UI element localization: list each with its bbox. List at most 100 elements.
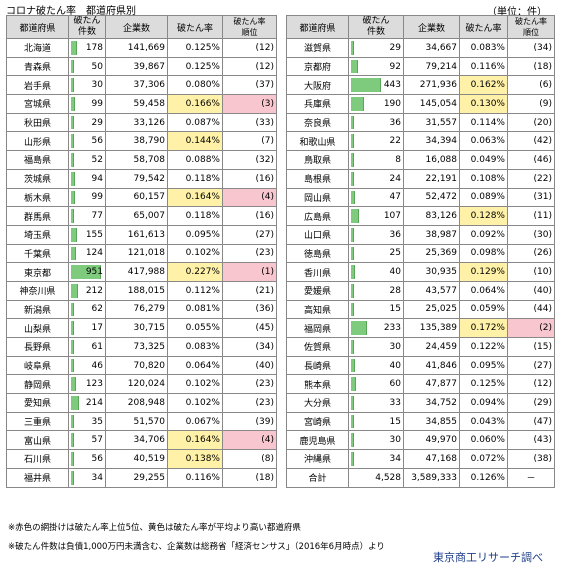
rank-cell: (11) [507, 206, 555, 226]
pref-cell: 高知県 [286, 299, 349, 320]
rate-cell: 0.072% [459, 449, 508, 469]
count-bar [71, 59, 74, 74]
pref-cell: 福岡県 [286, 318, 349, 338]
count-bar [351, 41, 354, 55]
total-rank: － [507, 467, 555, 488]
rank-cell: (38) [507, 449, 555, 469]
table-row: 新潟県 62 76,279 0.081% (36) [6, 299, 277, 320]
count-bar [71, 153, 74, 167]
count-bar [351, 227, 354, 242]
count-value: 29 [389, 42, 401, 53]
table-row: 滋賀県 29 34,667 0.083% (34) [286, 38, 555, 58]
count-cell: 92 [348, 56, 404, 77]
count-cell: 30 [348, 337, 404, 357]
count-bar [351, 97, 364, 111]
table-row: 石川県 56 40,519 0.138% (8) [6, 449, 277, 469]
rate-cell: 0.125% [167, 38, 223, 58]
rate-cell: 0.049% [459, 150, 508, 170]
rate-cell: 0.129% [459, 262, 508, 282]
count-cell: 57 [68, 430, 106, 451]
count-cell: 155 [68, 224, 106, 245]
rank-cell: (46) [507, 150, 555, 170]
count-bar [351, 302, 354, 317]
header-companies: 企業数 [105, 15, 168, 39]
rank-cell: (29) [507, 393, 555, 413]
rate-cell: 0.118% [167, 206, 223, 226]
total-companies: 3,589,333 [403, 467, 460, 488]
companies-cell: 40,519 [105, 449, 168, 469]
rank-cell: (9) [507, 94, 555, 114]
table-row: 静岡県 123 120,024 0.102% (23) [6, 374, 277, 395]
pref-cell: 熊本県 [286, 374, 349, 395]
count-cell: 34 [348, 449, 404, 469]
rate-cell: 0.089% [459, 187, 508, 208]
rate-cell: 0.102% [167, 393, 223, 413]
table-row: 埼玉県 155 161,613 0.095% (27) [6, 224, 277, 245]
count-cell: 124 [68, 243, 106, 264]
count-cell: 61 [68, 337, 106, 357]
rate-cell: 0.064% [167, 355, 223, 376]
count-value: 107 [383, 211, 401, 222]
count-cell: 52 [68, 150, 106, 170]
count-cell: 60 [348, 374, 404, 395]
companies-cell: 70,820 [105, 355, 168, 376]
count-bar [351, 265, 355, 279]
rank-cell: (4) [222, 430, 277, 451]
count-cell: 214 [68, 393, 106, 413]
table-row: 福島県 52 58,708 0.088% (32) [6, 150, 277, 170]
count-bar [71, 470, 74, 485]
count-value: 212 [85, 285, 103, 296]
header-rank: 破たん率 順位 [507, 15, 555, 39]
table-header-row: 都道府県 破たん 件数 企業数 破たん率 破たん率 順位 [6, 15, 277, 39]
table-row: 山梨県 17 30,715 0.055% (45) [6, 318, 277, 338]
table-row: 宮城県 99 59,458 0.166% (3) [6, 94, 277, 114]
companies-cell: 60,157 [105, 187, 168, 208]
rank-cell: (8) [222, 449, 277, 469]
companies-cell: 120,024 [105, 374, 168, 395]
count-bar [351, 414, 354, 429]
right-table: 都道府県 破たん 件数 企業数 破たん率 破たん率 順位 滋賀県 29 34,667… [286, 15, 555, 488]
count-bar [71, 396, 79, 410]
pref-cell: 茨城県 [6, 168, 69, 189]
count-cell: 36 [348, 112, 404, 133]
pref-cell: 静岡県 [6, 374, 69, 395]
pref-cell: 石川県 [6, 449, 69, 469]
rate-cell: 0.144% [167, 131, 223, 152]
count-cell: 40 [348, 262, 404, 282]
rank-cell: (21) [222, 280, 277, 301]
count-cell: 99 [68, 187, 106, 208]
count-value: 25 [389, 248, 401, 259]
header-rank: 破たん率 順位 [222, 15, 277, 39]
pref-cell: 千葉県 [6, 243, 69, 264]
pref-cell: 徳島県 [286, 243, 349, 264]
count-bar [351, 115, 354, 130]
pref-cell: 岐阜県 [6, 355, 69, 376]
header-rate: 破たん率 [167, 15, 223, 39]
page-title: コロナ破たん率 都道府県別 [6, 6, 136, 17]
companies-cell: 52,472 [403, 187, 460, 208]
companies-cell: 49,970 [403, 430, 460, 451]
table-row: 千葉県 124 121,018 0.102% (23) [6, 243, 277, 264]
count-bar [71, 97, 75, 111]
pref-cell: 三重県 [6, 411, 69, 432]
count-bar [71, 115, 74, 130]
count-value: 92 [389, 61, 401, 72]
count-bar [351, 134, 354, 149]
pref-cell: 香川県 [286, 262, 349, 282]
count-cell: 99 [68, 94, 106, 114]
rank-cell: (1) [222, 262, 277, 282]
companies-cell: 25,025 [403, 299, 460, 320]
companies-cell: 208,948 [105, 393, 168, 413]
rate-cell: 0.164% [167, 430, 223, 451]
pref-cell: 奈良県 [286, 112, 349, 133]
table-row: 高知県 15 25,025 0.059% (44) [286, 299, 555, 320]
rate-cell: 0.102% [167, 243, 223, 264]
table-row: 沖縄県 34 47,168 0.072% (38) [286, 449, 555, 469]
count-value: 99 [91, 192, 103, 203]
count-value: 951 [85, 267, 103, 278]
rank-cell: (10) [507, 262, 555, 282]
count-cell: 30 [348, 430, 404, 451]
companies-cell: 33,126 [105, 112, 168, 133]
companies-cell: 121,018 [105, 243, 168, 264]
pref-cell: 滋賀県 [286, 38, 349, 58]
